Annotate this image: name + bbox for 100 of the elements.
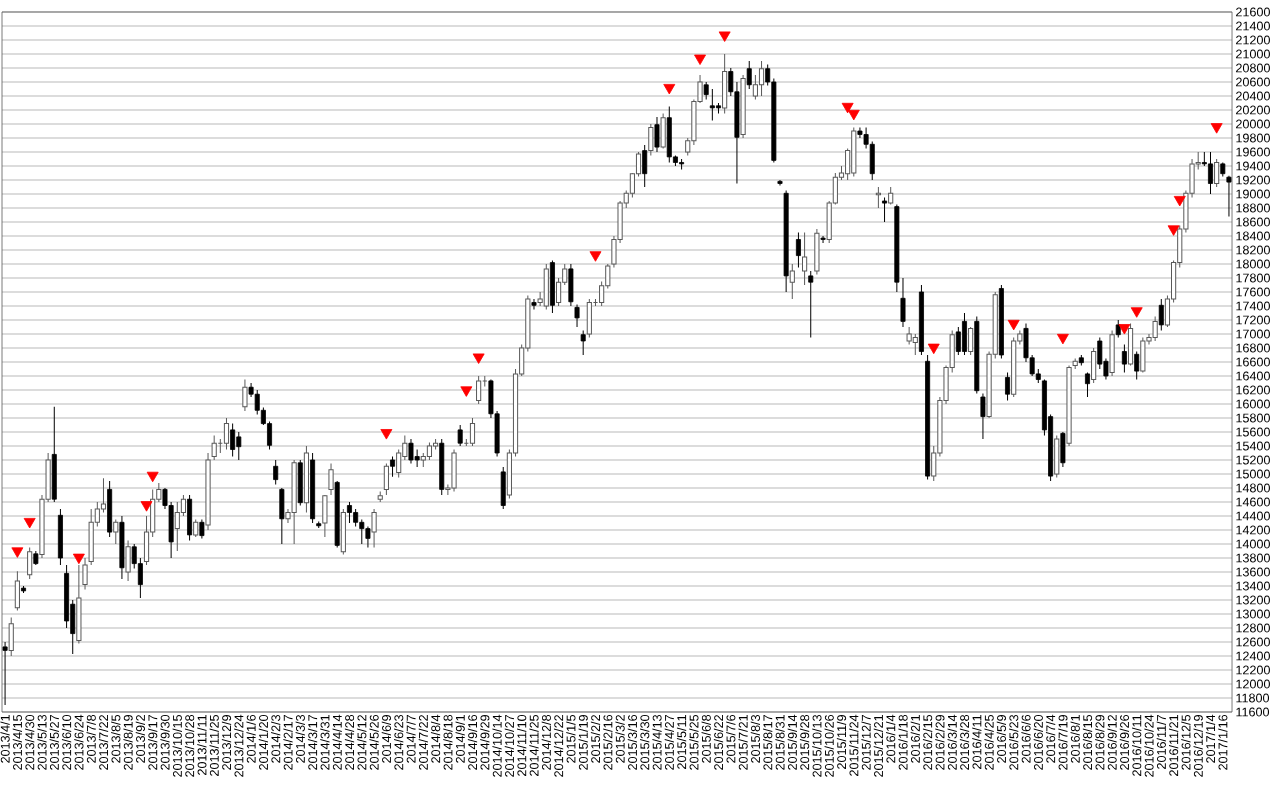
candlestick — [51, 406, 57, 503]
candlestick — [236, 431, 242, 461]
candlestick — [230, 423, 236, 457]
point — [146, 471, 159, 483]
point — [1007, 319, 1020, 331]
candlestick — [980, 393, 986, 440]
candlestick — [758, 60, 765, 97]
candlestick — [223, 417, 230, 450]
point — [1210, 123, 1223, 134]
candlestick — [1226, 175, 1232, 217]
candlestick — [57, 508, 63, 566]
point — [847, 109, 860, 121]
candlestick — [340, 508, 346, 555]
candlestick — [383, 462, 389, 496]
point — [472, 353, 485, 364]
candlestick — [1060, 431, 1066, 468]
candlestick — [113, 519, 119, 545]
candlestick — [586, 298, 592, 338]
candlestick — [476, 375, 482, 405]
candlestick — [297, 459, 303, 506]
candlestick — [1152, 315, 1158, 342]
point — [663, 83, 676, 95]
candlestick — [968, 326, 974, 356]
candlestick — [328, 462, 334, 496]
candlestick — [574, 304, 580, 328]
candlestick — [746, 60, 752, 90]
candlestick — [1091, 347, 1097, 384]
candlestick — [2, 641, 8, 706]
point — [589, 251, 602, 262]
candlestick — [962, 312, 967, 356]
candlestick — [119, 515, 125, 580]
candlestick — [795, 231, 801, 268]
candlestick — [187, 494, 193, 541]
point — [460, 386, 473, 397]
candlestick — [408, 438, 414, 464]
candlestick — [174, 501, 180, 552]
candlestick — [457, 424, 463, 447]
candlestick — [451, 448, 457, 492]
candlestick — [709, 88, 715, 121]
candlestick — [543, 263, 549, 310]
candlestick — [1109, 329, 1115, 377]
point — [1056, 333, 1069, 345]
candlestick — [76, 564, 82, 644]
candlestick — [722, 53, 728, 114]
candlestick — [549, 259, 555, 314]
point — [694, 54, 706, 65]
candlestick — [1121, 343, 1127, 373]
candlestick — [8, 617, 14, 657]
point — [1173, 195, 1186, 207]
candlestick — [1158, 298, 1164, 331]
candlestick — [414, 448, 420, 468]
point — [72, 553, 85, 565]
point — [718, 31, 731, 42]
candlestick — [814, 228, 820, 275]
candlestick — [371, 508, 377, 548]
candlestick — [875, 186, 881, 209]
candlestick — [882, 196, 888, 223]
point — [1130, 307, 1143, 318]
candlestick — [242, 378, 248, 412]
candlestick — [580, 329, 586, 356]
candlestick — [1134, 350, 1140, 380]
point — [841, 102, 854, 114]
point — [1118, 324, 1131, 335]
point — [140, 501, 153, 512]
candlestick — [1054, 435, 1060, 478]
candlestick — [322, 494, 328, 538]
candlestick — [531, 298, 537, 310]
candlestick — [273, 459, 279, 485]
point — [11, 547, 24, 558]
candlestick — [808, 270, 814, 338]
candlestick — [666, 105, 672, 163]
candlestick — [789, 263, 795, 300]
candlestick — [1214, 158, 1220, 188]
candlestick — [365, 525, 371, 548]
candlestick — [1005, 371, 1011, 401]
candlestick — [346, 501, 352, 524]
candlestick — [1085, 371, 1090, 398]
point — [380, 429, 393, 440]
candlestick — [107, 480, 113, 538]
point — [1167, 225, 1180, 236]
candlestick — [1127, 322, 1134, 366]
candlestick — [568, 263, 574, 307]
candlestick — [1208, 151, 1213, 195]
candlestick — [912, 333, 918, 356]
candlestick — [14, 570, 20, 611]
candlestick — [955, 326, 961, 356]
candlestick — [439, 438, 445, 496]
candlestick — [500, 466, 506, 510]
candlestick — [469, 417, 476, 447]
point — [23, 517, 36, 529]
candlestick — [390, 456, 396, 478]
candlestick — [654, 116, 660, 153]
candlestick — [199, 519, 205, 539]
candlestick — [802, 231, 808, 286]
candlestick — [642, 144, 648, 188]
candlestick — [125, 540, 131, 582]
candlestick — [27, 546, 33, 580]
candlestick — [851, 126, 857, 177]
candlestick — [660, 112, 666, 149]
candlestick — [1140, 336, 1146, 373]
